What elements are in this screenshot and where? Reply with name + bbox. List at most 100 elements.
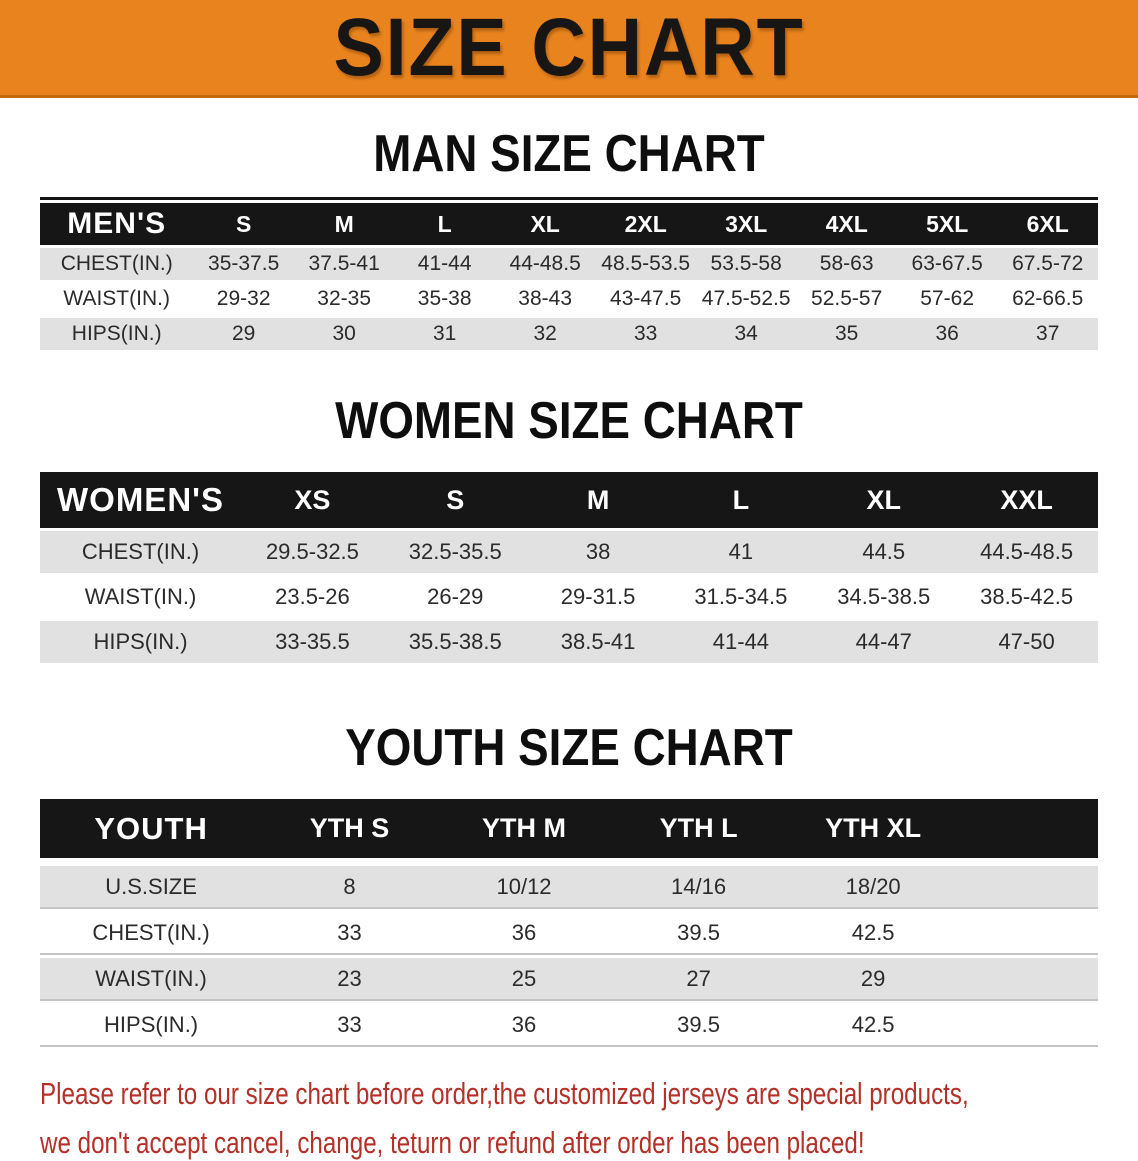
size-column-header: YTH S bbox=[262, 799, 437, 863]
size-value: 38.5-42.5 bbox=[955, 576, 1098, 618]
size-column-header: M bbox=[526, 472, 670, 528]
women-table-wrap: WOMEN'S XS S M L XL XXL CHEST(IN.) 29.5-32.5 32.5… bbox=[40, 469, 1098, 666]
youth-size-table: YOUTH YTH S YTH M YTH L YTH XL U.S.SIZE 8 10/12… bbox=[40, 796, 1098, 1050]
size-value: 30 bbox=[293, 318, 395, 350]
women-section-heading: WOMEN SIZE CHART bbox=[335, 392, 803, 450]
notice-line: Please refer to our size chart before or… bbox=[40, 1076, 969, 1111]
size-column-header: 6XL bbox=[997, 203, 1098, 245]
size-value: 36 bbox=[436, 1004, 612, 1047]
size-value: 34.5-38.5 bbox=[812, 576, 956, 618]
men-size-table: MEN'S S M L XL 2XL 3XL 4XL 5XL 6XL CHEST(IN.) 35-37… bbox=[40, 200, 1098, 353]
measurement-row: HIPS(IN.) 29 30 31 32 33 34 35 36 37 bbox=[40, 318, 1098, 350]
size-value: 33 bbox=[262, 912, 437, 955]
size-value: 42.5 bbox=[785, 912, 961, 955]
size-value: 32-35 bbox=[293, 283, 395, 315]
size-column-header: YTH L bbox=[611, 799, 786, 863]
size-value: 29-31.5 bbox=[526, 576, 670, 618]
size-value: 57-62 bbox=[896, 283, 998, 315]
size-value: 58-63 bbox=[796, 248, 897, 280]
spacer-cell bbox=[960, 866, 1098, 909]
size-value: 35-37.5 bbox=[193, 248, 294, 280]
notice-line: we don't accept cancel, change, teturn o… bbox=[40, 1125, 865, 1160]
size-value: 67.5-72 bbox=[997, 248, 1098, 280]
size-value: 41-44 bbox=[669, 621, 813, 663]
size-column-header: 4XL bbox=[796, 203, 897, 245]
row-label: CHEST(IN.) bbox=[40, 531, 242, 573]
size-value: 44.5 bbox=[812, 531, 956, 573]
measurement-row: WAIST(IN.) 29-32 32-35 35-38 38-43 43-47.5 47.… bbox=[40, 283, 1098, 315]
section-youth: YOUTH SIZE CHART YOUTH YTH S YTH M YTH L YTH… bbox=[0, 666, 1138, 1050]
measurement-row: CHEST(IN.) 35-37.5 37.5-41 41-44 44-48.5 48.5… bbox=[40, 248, 1098, 280]
size-column-header: XL bbox=[494, 203, 596, 245]
size-value: 33 bbox=[262, 1004, 437, 1047]
spacer-cell bbox=[960, 1004, 1098, 1047]
row-label: HIPS(IN.) bbox=[40, 1004, 263, 1047]
size-value: 48.5-53.5 bbox=[595, 248, 696, 280]
size-value: 33-35.5 bbox=[241, 621, 384, 663]
size-value: 31.5-34.5 bbox=[669, 576, 813, 618]
measurement-row: HIPS(IN.) 33 36 39.5 42.5 bbox=[40, 1004, 1098, 1047]
size-value: 63-67.5 bbox=[896, 248, 998, 280]
measurement-row: CHEST(IN.) 33 36 39.5 42.5 bbox=[40, 912, 1098, 955]
size-value: 23 bbox=[262, 958, 437, 1001]
size-value: 38 bbox=[526, 531, 670, 573]
measurement-row: U.S.SIZE 8 10/12 14/16 18/20 bbox=[40, 866, 1098, 909]
size-column-header: XS bbox=[241, 472, 384, 528]
row-label: WAIST(IN.) bbox=[40, 576, 242, 618]
size-value: 42.5 bbox=[785, 1004, 961, 1047]
size-value: 29-32 bbox=[193, 283, 294, 315]
size-header-row: YOUTH YTH S YTH M YTH L YTH XL bbox=[40, 799, 1098, 863]
size-value: 29 bbox=[785, 958, 961, 1001]
size-value: 23.5-26 bbox=[241, 576, 384, 618]
size-value: 44-47 bbox=[812, 621, 956, 663]
size-value: 35 bbox=[796, 318, 897, 350]
men-table-wrap: MEN'S S M L XL 2XL 3XL 4XL 5XL 6XL CHEST(IN.) 35-37… bbox=[40, 197, 1098, 353]
size-value: 36 bbox=[436, 912, 612, 955]
row-label: WAIST(IN.) bbox=[40, 283, 194, 315]
spacer-cell bbox=[960, 958, 1098, 1001]
size-value: 62-66.5 bbox=[997, 283, 1098, 315]
size-column-header: YTH XL bbox=[785, 799, 961, 863]
spacer-cell bbox=[960, 912, 1098, 955]
size-value: 25 bbox=[436, 958, 612, 1001]
size-value: 32 bbox=[494, 318, 596, 350]
size-column-header: M bbox=[293, 203, 395, 245]
size-column-header: 3XL bbox=[695, 203, 797, 245]
size-column-header: L bbox=[394, 203, 495, 245]
size-value: 47.5-52.5 bbox=[695, 283, 797, 315]
measurement-row: CHEST(IN.) 29.5-32.5 32.5-35.5 38 41 44.5 44.5… bbox=[40, 531, 1098, 573]
size-value: 29.5-32.5 bbox=[241, 531, 384, 573]
size-value: 41 bbox=[669, 531, 813, 573]
size-value: 52.5-57 bbox=[796, 283, 897, 315]
group-label: WOMEN'S bbox=[40, 472, 242, 528]
size-value: 43-47.5 bbox=[595, 283, 696, 315]
size-value: 44-48.5 bbox=[494, 248, 596, 280]
size-value: 53.5-58 bbox=[695, 248, 797, 280]
size-header-row: WOMEN'S XS S M L XL XXL bbox=[40, 472, 1098, 528]
youth-table-wrap: YOUTH YTH S YTH M YTH L YTH XL U.S.SIZE 8 10/12… bbox=[40, 796, 1098, 1050]
size-value: 18/20 bbox=[785, 866, 961, 909]
men-section-heading: MAN SIZE CHART bbox=[373, 125, 765, 183]
section-women: WOMEN SIZE CHART WOMEN'S XS S M L XL XXL CHEST(… bbox=[0, 353, 1138, 666]
size-value: 44.5-48.5 bbox=[955, 531, 1098, 573]
size-column-header: 2XL bbox=[595, 203, 696, 245]
size-column-header: YTH M bbox=[436, 799, 612, 863]
size-value: 37.5-41 bbox=[293, 248, 395, 280]
size-value: 35.5-38.5 bbox=[383, 621, 527, 663]
section-men: MAN SIZE CHART MEN'S S M L XL 2XL 3XL 4XL 5XL 6XL… bbox=[0, 98, 1138, 353]
row-label: U.S.SIZE bbox=[40, 866, 263, 909]
size-value: 8 bbox=[262, 866, 437, 909]
row-label: HIPS(IN.) bbox=[40, 621, 242, 663]
youth-section-heading: YOUTH SIZE CHART bbox=[345, 719, 793, 777]
size-value: 29 bbox=[193, 318, 294, 350]
size-value: 31 bbox=[394, 318, 495, 350]
banner: SIZE CHART bbox=[0, 0, 1138, 98]
size-value: 39.5 bbox=[611, 912, 786, 955]
measurement-row: WAIST(IN.) 23 25 27 29 bbox=[40, 958, 1098, 1001]
size-value: 26-29 bbox=[383, 576, 527, 618]
size-value: 36 bbox=[896, 318, 998, 350]
size-value: 34 bbox=[695, 318, 797, 350]
size-value: 32.5-35.5 bbox=[383, 531, 527, 573]
size-value: 35-38 bbox=[394, 283, 495, 315]
